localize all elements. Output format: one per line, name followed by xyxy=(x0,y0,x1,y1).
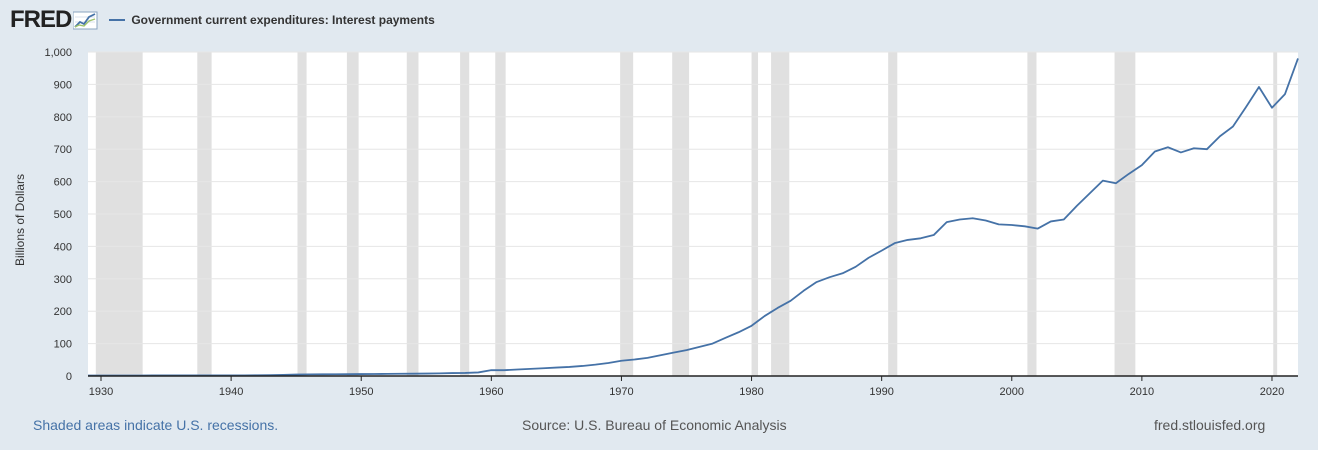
y-axis-title: Billions of Dollars xyxy=(13,174,27,266)
fred-logo-text: FRED xyxy=(10,6,72,33)
y-tick-label: 300 xyxy=(54,274,72,286)
x-tick-label: 2000 xyxy=(1000,386,1024,398)
x-tick-label: 1930 xyxy=(89,386,113,398)
x-tick-label: 1950 xyxy=(349,386,373,398)
y-tick-label: 0 xyxy=(66,371,72,383)
x-tick-label: 2020 xyxy=(1260,386,1284,398)
y-tick-label: 1,000 xyxy=(44,47,72,59)
legend-swatch xyxy=(109,19,126,21)
recession-note-link[interactable]: Shaded areas indicate U.S. recessions. xyxy=(33,417,279,433)
gridlines xyxy=(88,51,1298,345)
legend: Government current expenditures: Interes… xyxy=(109,13,435,27)
y-tick-label: 400 xyxy=(54,241,72,253)
legend-label: Government current expenditures: Interes… xyxy=(131,13,435,27)
source-text: Source: U.S. Bureau of Economic Analysis xyxy=(522,417,787,433)
x-tick-label: 2010 xyxy=(1130,386,1154,398)
y-tick-label: 900 xyxy=(54,79,72,91)
x-tick-label: 1970 xyxy=(609,386,633,398)
x-tick-label: 1980 xyxy=(739,386,763,398)
y-tick-label: 600 xyxy=(54,177,72,189)
y-tick-label: 700 xyxy=(54,144,72,156)
x-tick-labels: 1930 1940 1950 1960 1970 1980 1990 2000 2010 2020 xyxy=(89,386,1284,398)
fred-graph-icon xyxy=(73,11,98,30)
y-tick-label: 100 xyxy=(54,339,72,351)
x-tick-label: 1940 xyxy=(219,386,243,398)
x-tick-label: 1960 xyxy=(479,386,503,398)
y-tick-label: 800 xyxy=(54,112,72,124)
y-tick-labels: 0 100 200 300 400 500 600 700 800 900 1,000 xyxy=(44,47,72,383)
y-tick-label: 500 xyxy=(54,209,72,221)
chart-header: FRED Government current expenditures: In… xyxy=(10,6,435,34)
series-line xyxy=(88,58,1299,377)
site-url: fred.stlouisfed.org xyxy=(1154,417,1266,433)
series-layer xyxy=(88,58,1299,377)
fred-logo[interactable]: FRED xyxy=(10,6,99,34)
axes xyxy=(88,375,1298,381)
x-tick-label: 1990 xyxy=(869,386,893,398)
y-tick-label: 200 xyxy=(54,306,72,318)
